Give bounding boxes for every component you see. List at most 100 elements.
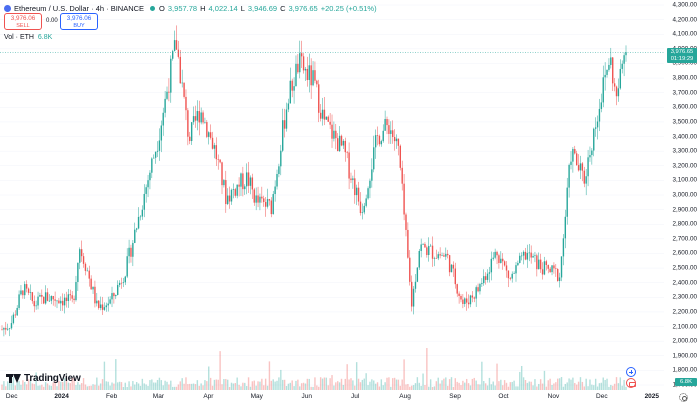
volume-bar — [300, 383, 303, 390]
candle-body — [604, 74, 606, 78]
price-axis-tick: 3,600.00 — [672, 103, 697, 111]
volume-bar — [439, 383, 441, 390]
candle-body — [181, 82, 183, 84]
candle-body — [395, 138, 398, 142]
candle-body — [594, 127, 597, 129]
volume-bar — [164, 380, 166, 390]
candle-body — [280, 150, 282, 167]
time-axis[interactable]: Dec 2024 Feb Mar Apr May Jun Jul Aug Sep Oct Nov Dec… — [0, 390, 700, 404]
candle-body — [507, 270, 510, 279]
time-axis-tick: Mar — [152, 393, 164, 400]
volume-bar — [344, 378, 346, 390]
buy-button[interactable]: 3,976.06 BUY — [60, 13, 98, 30]
volume-bar — [113, 383, 115, 390]
volume-bar — [236, 377, 238, 390]
volume-bar — [211, 385, 214, 390]
candle-body — [585, 176, 587, 184]
candle-body — [587, 157, 589, 177]
volume-bar — [5, 386, 7, 390]
candle-body — [426, 247, 428, 255]
candle-body — [80, 249, 83, 257]
volume-bar — [63, 378, 66, 390]
sell-button[interactable]: 3,976.06 SELL — [4, 13, 42, 30]
candle-body — [575, 153, 578, 166]
candle-body — [465, 298, 468, 303]
candle-body — [166, 91, 168, 99]
logo-text: TradingView — [24, 373, 81, 384]
volume-bar — [526, 382, 529, 390]
volume-bar — [101, 379, 104, 390]
candle-body — [56, 300, 58, 302]
volume-bar — [90, 385, 92, 390]
volume-bar — [551, 384, 553, 390]
volume-bar — [483, 381, 485, 390]
volume-bar — [477, 384, 479, 390]
gear-icon[interactable] — [679, 393, 688, 402]
volume-bar — [109, 385, 111, 390]
candle-body — [596, 121, 599, 128]
candle-body — [606, 69, 608, 75]
candle-body — [232, 189, 235, 190]
volume-bar — [230, 382, 233, 390]
candle-body — [376, 135, 379, 136]
candle-body — [58, 300, 60, 304]
volume-bar — [234, 383, 236, 390]
candle-body — [488, 272, 491, 274]
candle-body — [116, 285, 119, 295]
volume-legend[interactable]: Vol · ETH 6.8K — [4, 34, 52, 41]
volume-bar — [168, 384, 170, 390]
volume-bar — [293, 386, 295, 390]
volume-bar — [98, 385, 100, 390]
candle-body — [120, 282, 123, 284]
candle-body — [464, 298, 466, 304]
price-axis-tick: 1,800.00 — [672, 366, 697, 374]
price-axis-tick: 3,100.00 — [672, 176, 697, 184]
volume-bar — [177, 384, 180, 390]
candle-body — [401, 167, 403, 184]
candle-body — [61, 300, 64, 306]
candle-body — [236, 184, 238, 196]
volume-bar — [10, 382, 13, 390]
currency-icon[interactable] — [626, 378, 636, 388]
volume-bar — [270, 380, 273, 390]
candle-body — [208, 132, 210, 137]
add-plus-icon[interactable] — [626, 367, 636, 377]
volume-bar — [304, 383, 307, 390]
volume-bar — [454, 378, 457, 390]
candle-body — [206, 122, 208, 137]
volume-bar — [282, 379, 284, 390]
candle-body — [92, 286, 94, 290]
candle-body — [517, 262, 519, 266]
candle-body — [118, 282, 121, 286]
volume-bar — [31, 383, 34, 390]
volume-bar — [481, 361, 483, 390]
volume-bar — [359, 382, 362, 390]
volume-bar — [116, 382, 119, 390]
volume-bar — [264, 378, 267, 390]
volume-bar — [507, 386, 510, 390]
candle-body — [259, 196, 261, 203]
volume-bar — [268, 361, 271, 390]
price-axis-tick: 3,200.00 — [672, 162, 697, 170]
volume-bar — [130, 386, 132, 390]
volume-bar — [475, 380, 477, 390]
candle-body — [29, 292, 32, 293]
volume-bar — [612, 385, 614, 390]
candle-body — [65, 297, 68, 301]
price-axis[interactable]: 4,300.004,200.004,100.004,000.003,900.00… — [668, 0, 700, 390]
candle-body — [612, 57, 614, 84]
volume-bar — [61, 382, 64, 390]
tradingview-logo[interactable]: TradingView — [6, 373, 81, 384]
candle-body — [420, 244, 422, 251]
volume-bar — [467, 383, 470, 390]
candle-body — [359, 201, 362, 214]
volume-bar — [312, 386, 314, 390]
symbol-title[interactable]: Ethereum / U.S. Dollar · 4h · BINANCE — [14, 3, 145, 13]
volume-bar — [456, 381, 458, 390]
candle-body — [128, 247, 130, 257]
candle-body — [570, 161, 572, 165]
candle-body — [162, 112, 164, 126]
candle-body — [46, 292, 49, 301]
candle-body — [221, 162, 223, 186]
